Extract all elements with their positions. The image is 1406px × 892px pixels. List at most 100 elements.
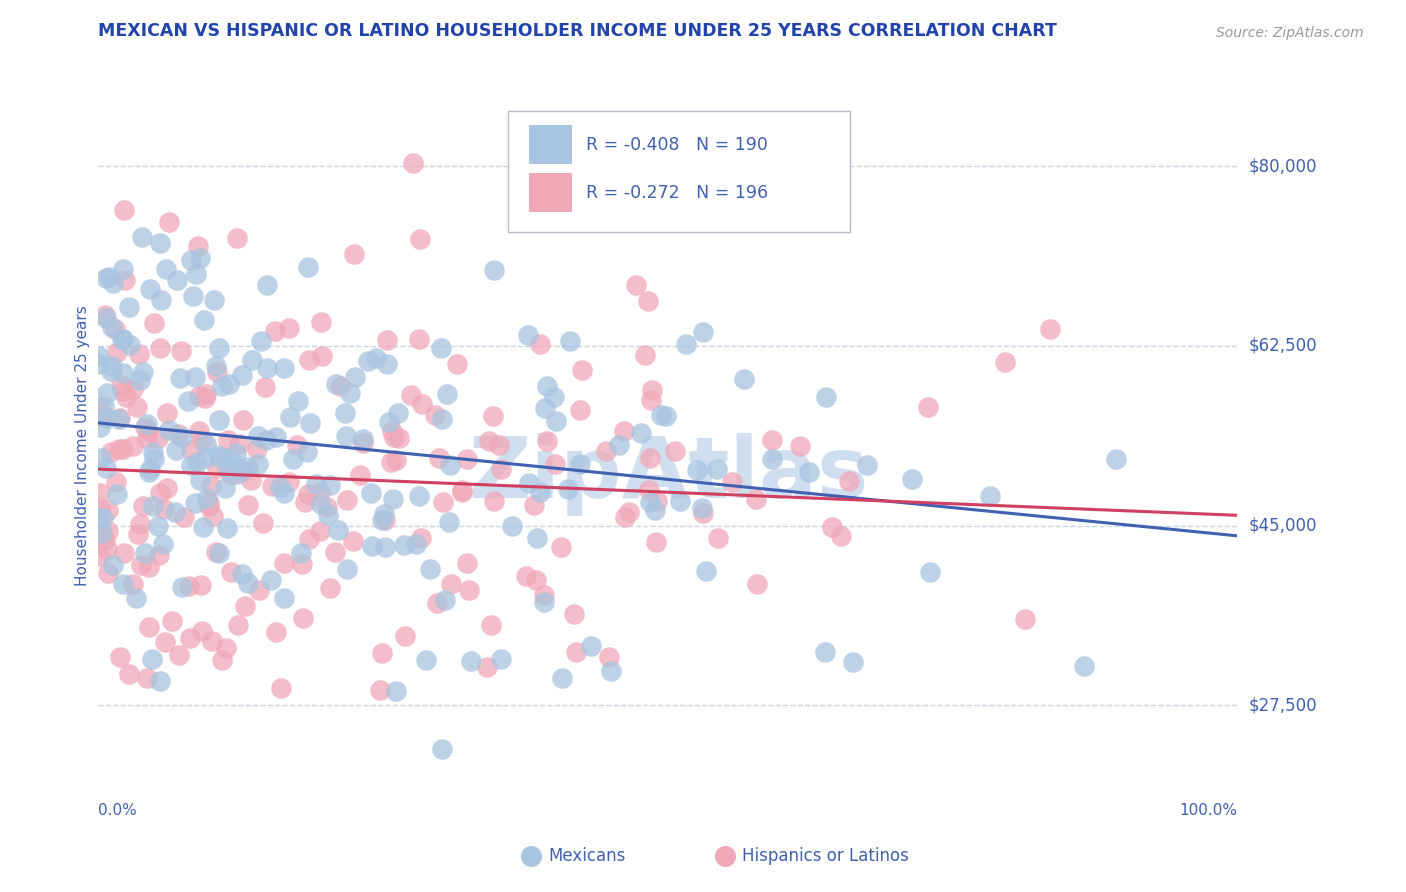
Point	[316, 508, 339, 523]
Point	[842, 655, 865, 669]
Point	[434, 593, 457, 607]
Point	[188, 389, 211, 403]
Point	[366, 351, 388, 365]
Point	[692, 506, 714, 520]
Point	[415, 653, 437, 667]
Point	[215, 521, 238, 535]
Point	[695, 564, 717, 578]
Text: ZipAtlas: ZipAtlas	[468, 433, 868, 516]
Point	[250, 334, 273, 348]
Point	[195, 491, 218, 505]
Point	[209, 450, 232, 465]
Point	[900, 472, 922, 486]
Point	[149, 341, 172, 355]
Point	[385, 684, 408, 698]
Point	[278, 321, 301, 335]
Point	[456, 451, 478, 466]
Text: R = -0.272   N = 196: R = -0.272 N = 196	[586, 184, 768, 202]
Point	[142, 451, 165, 466]
Point	[139, 462, 162, 476]
Point	[135, 417, 157, 431]
Point	[90, 451, 112, 466]
Point	[489, 651, 512, 665]
Point	[231, 368, 253, 382]
Point	[515, 569, 537, 583]
Point	[311, 349, 333, 363]
Point	[562, 607, 585, 622]
Text: $80,000: $80,000	[1249, 157, 1317, 175]
Point	[405, 537, 427, 551]
Point	[409, 531, 432, 545]
Text: 100.0%: 100.0%	[1180, 803, 1237, 818]
Point	[285, 438, 308, 452]
Point	[214, 481, 236, 495]
Point	[344, 370, 367, 384]
Point	[252, 516, 274, 530]
Point	[437, 515, 460, 529]
Point	[165, 443, 187, 458]
Point	[761, 452, 783, 467]
Point	[149, 486, 172, 500]
Point	[89, 408, 111, 422]
Point	[550, 541, 572, 555]
Point	[101, 558, 124, 572]
Point	[256, 361, 278, 376]
Point	[297, 260, 319, 275]
Point	[87, 358, 110, 372]
Point	[246, 442, 269, 456]
Point	[197, 500, 219, 514]
Point	[612, 424, 634, 438]
Point	[180, 458, 202, 473]
Point	[193, 313, 215, 327]
Point	[180, 442, 202, 457]
Point	[179, 631, 201, 645]
Point	[91, 511, 114, 525]
Point	[797, 465, 820, 479]
Point	[219, 468, 242, 483]
Point	[124, 591, 146, 605]
Point	[918, 565, 941, 579]
Point	[225, 467, 247, 482]
Point	[111, 384, 134, 399]
Point	[290, 546, 312, 560]
Point	[375, 334, 398, 348]
Point	[482, 409, 505, 424]
Point	[165, 505, 187, 519]
Point	[644, 503, 666, 517]
Point	[579, 639, 602, 653]
Point	[360, 486, 382, 500]
Point	[226, 231, 249, 245]
Point	[529, 336, 551, 351]
Point	[477, 660, 499, 674]
Point	[121, 439, 143, 453]
Point	[551, 672, 574, 686]
Point	[478, 434, 501, 448]
Point	[96, 411, 118, 425]
Point	[305, 476, 328, 491]
Point	[439, 577, 461, 591]
Point	[482, 494, 505, 508]
Point	[138, 282, 160, 296]
Point	[994, 355, 1017, 369]
Point	[644, 534, 666, 549]
Point	[408, 332, 430, 346]
Point	[111, 442, 134, 457]
Point	[458, 582, 481, 597]
Point	[733, 372, 755, 386]
FancyBboxPatch shape	[529, 125, 572, 164]
Point	[269, 479, 291, 493]
Point	[97, 503, 120, 517]
Point	[173, 510, 195, 524]
Point	[384, 453, 406, 467]
Point	[264, 430, 287, 444]
Point	[430, 342, 453, 356]
Point	[374, 513, 396, 527]
Point	[191, 433, 214, 447]
Point	[236, 576, 259, 591]
Point	[294, 495, 316, 509]
Point	[621, 202, 644, 216]
Point	[692, 325, 714, 339]
Point	[89, 501, 111, 516]
Point	[118, 667, 141, 681]
Point	[411, 397, 433, 411]
